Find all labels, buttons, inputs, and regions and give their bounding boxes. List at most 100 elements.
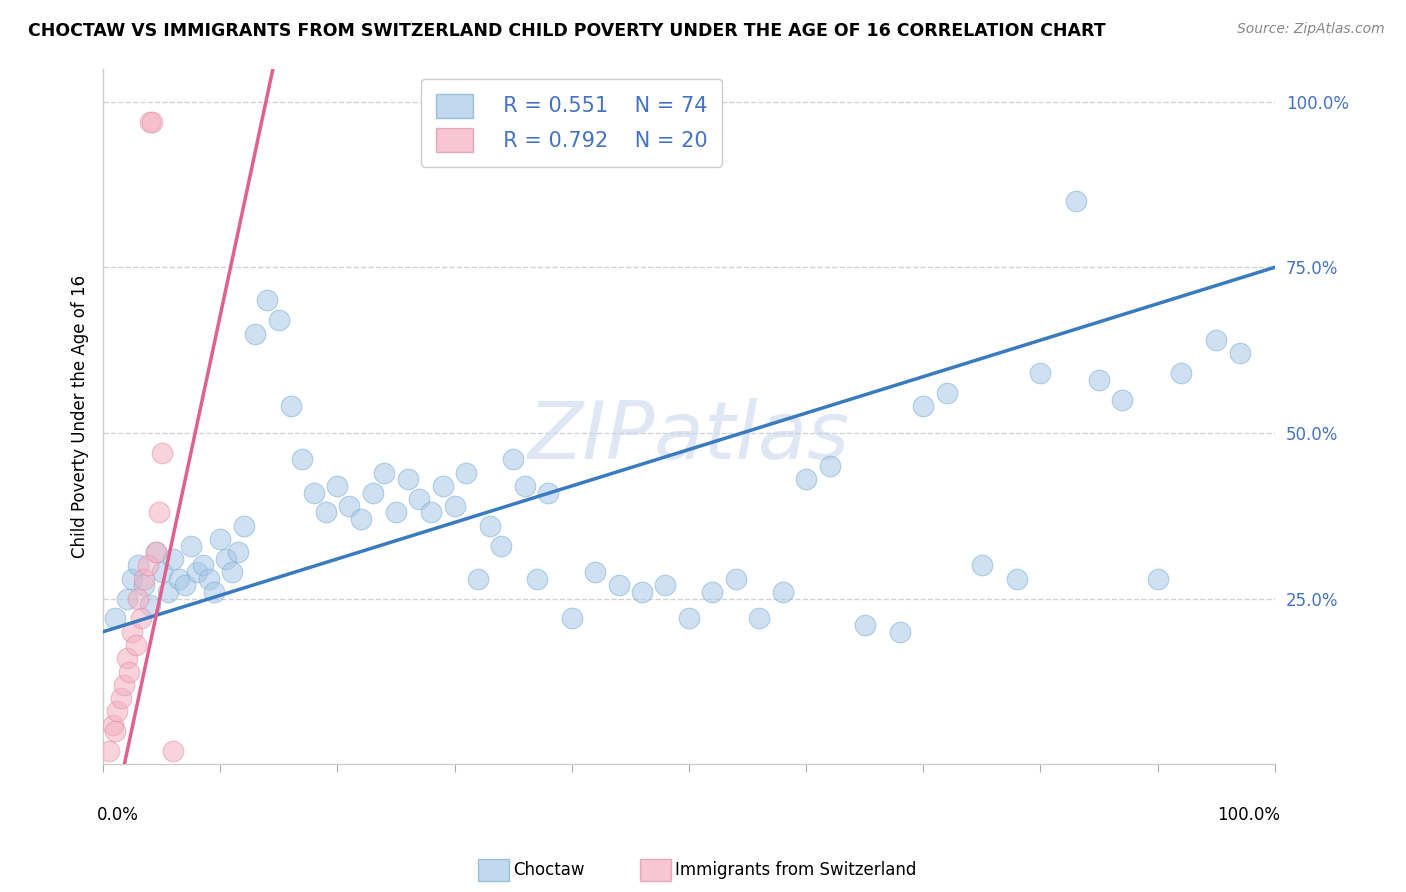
Point: [478, 518, 501, 533]
Point: [101, 717, 124, 731]
Point: [537, 485, 560, 500]
Point: [215, 552, 238, 566]
Point: [169, 572, 191, 586]
Point: [156, 585, 179, 599]
Point: [267, 313, 290, 327]
Point: [302, 485, 325, 500]
Point: [139, 114, 162, 128]
Point: [145, 545, 167, 559]
Point: [467, 572, 489, 586]
Point: [889, 624, 911, 639]
Point: [1005, 572, 1028, 586]
Point: [1229, 346, 1251, 360]
Point: [127, 558, 149, 573]
Point: [118, 665, 141, 679]
Point: [456, 466, 478, 480]
Point: [702, 585, 724, 599]
Point: [315, 506, 337, 520]
Point: [98, 744, 121, 758]
Point: [186, 565, 208, 579]
Point: [121, 572, 143, 586]
Point: [162, 744, 184, 758]
Point: [125, 638, 148, 652]
Point: [115, 651, 138, 665]
Point: [280, 400, 302, 414]
Point: [127, 591, 149, 606]
Point: [180, 539, 202, 553]
Point: [112, 678, 135, 692]
Point: [1064, 194, 1087, 208]
Point: [526, 572, 548, 586]
Point: [326, 479, 349, 493]
Point: [105, 704, 128, 718]
Point: [204, 585, 226, 599]
Point: [772, 585, 794, 599]
Point: [162, 552, 184, 566]
Point: [1170, 367, 1192, 381]
Point: [794, 472, 817, 486]
Point: [432, 479, 454, 493]
Point: [191, 558, 214, 573]
Point: [221, 565, 243, 579]
Point: [912, 400, 935, 414]
Legend:   R = 0.551    N = 74,   R = 0.792    N = 20: R = 0.551 N = 74, R = 0.792 N = 20: [422, 78, 723, 167]
Point: [970, 558, 993, 573]
Text: 100.0%: 100.0%: [1218, 806, 1281, 824]
Point: [337, 499, 360, 513]
Point: [724, 572, 747, 586]
Point: [350, 512, 373, 526]
Point: [678, 611, 700, 625]
Point: [256, 293, 278, 308]
Point: [491, 539, 513, 553]
Point: [1029, 367, 1052, 381]
Point: [150, 446, 173, 460]
Point: [174, 578, 197, 592]
Point: [134, 572, 156, 586]
Point: [396, 472, 419, 486]
Point: [853, 618, 876, 632]
Point: [129, 611, 152, 625]
Point: [139, 599, 162, 613]
Point: [197, 572, 219, 586]
Point: [136, 558, 159, 573]
Point: [361, 485, 384, 500]
Point: [291, 452, 314, 467]
Point: [373, 466, 395, 480]
Point: [115, 591, 138, 606]
Point: [513, 479, 536, 493]
Point: [1205, 333, 1227, 347]
Point: [935, 386, 957, 401]
Point: [818, 459, 841, 474]
Point: [561, 611, 583, 625]
Point: [1088, 373, 1111, 387]
Text: Choctaw: Choctaw: [513, 861, 585, 879]
Text: 0.0%: 0.0%: [97, 806, 139, 824]
Point: [145, 545, 167, 559]
Point: [1146, 572, 1168, 586]
Point: [245, 326, 267, 341]
Point: [134, 578, 156, 592]
Text: Source: ZipAtlas.com: Source: ZipAtlas.com: [1237, 22, 1385, 37]
Point: [104, 724, 127, 739]
Y-axis label: Child Poverty Under the Age of 16: Child Poverty Under the Age of 16: [72, 275, 89, 558]
Text: Immigrants from Switzerland: Immigrants from Switzerland: [675, 861, 917, 879]
Point: [226, 545, 249, 559]
Point: [607, 578, 630, 592]
Point: [104, 611, 127, 625]
Point: [1111, 392, 1133, 407]
Point: [150, 565, 173, 579]
Point: [631, 585, 654, 599]
Point: [110, 691, 132, 706]
Point: [148, 506, 170, 520]
Point: [209, 532, 232, 546]
Point: [502, 452, 524, 467]
Point: [748, 611, 770, 625]
Point: [583, 565, 606, 579]
Point: [141, 114, 163, 128]
Point: [121, 624, 143, 639]
Text: CHOCTAW VS IMMIGRANTS FROM SWITZERLAND CHILD POVERTY UNDER THE AGE OF 16 CORRELA: CHOCTAW VS IMMIGRANTS FROM SWITZERLAND C…: [28, 22, 1105, 40]
Point: [420, 506, 443, 520]
Text: ZIPatlas: ZIPatlas: [527, 398, 851, 476]
Point: [654, 578, 676, 592]
Point: [408, 492, 430, 507]
